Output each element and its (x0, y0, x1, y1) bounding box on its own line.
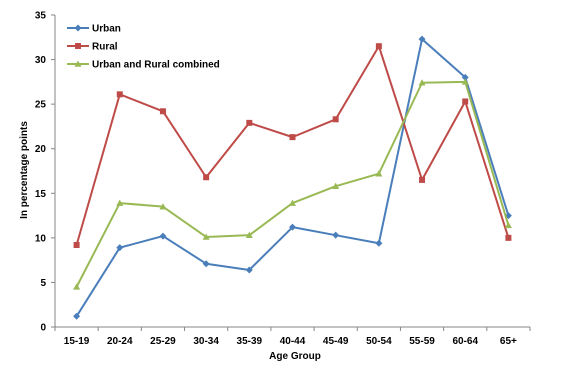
legend-item: Urban and Rural combined (67, 60, 220, 71)
legend-item: Urban (67, 24, 121, 35)
data-point (418, 35, 426, 43)
legend-label: Rural (92, 42, 118, 53)
data-point (332, 231, 340, 239)
series-urban (73, 35, 512, 320)
data-point (418, 79, 426, 86)
data-point (116, 244, 124, 252)
x-tick-label: 25-29 (150, 336, 176, 347)
y-tick-label: 10 (35, 233, 47, 244)
data-point (332, 182, 340, 189)
data-point (116, 199, 124, 206)
legend-marker (74, 24, 82, 32)
data-point (73, 241, 80, 248)
x-tick-label: 65+ (500, 336, 517, 347)
legend-marker (75, 43, 81, 49)
data-point (289, 134, 296, 141)
data-point (504, 221, 512, 229)
data-point (245, 231, 253, 238)
x-tick-label: 15-19 (64, 336, 90, 347)
x-tick-label: 50-54 (366, 336, 392, 347)
y-tick-label: 30 (35, 55, 47, 66)
data-point (202, 233, 210, 240)
data-point (462, 98, 469, 105)
x-tick-label: 35-39 (237, 336, 263, 347)
data-point (505, 234, 512, 241)
data-point (116, 91, 123, 98)
legend-marker (74, 60, 82, 67)
series-layer (73, 35, 512, 320)
series-rural (73, 43, 512, 248)
data-point (245, 266, 253, 274)
data-point (159, 232, 167, 240)
data-point (375, 170, 383, 177)
data-point (375, 239, 383, 247)
y-tick-label: 15 (35, 189, 47, 200)
y-axis-title: In percentage points (19, 121, 30, 219)
x-tick-label: 45-49 (323, 336, 349, 347)
series-line (75, 80, 510, 288)
x-tick-label: 20-24 (107, 336, 133, 347)
data-point (461, 78, 469, 85)
y-tick-label: 20 (35, 144, 47, 155)
x-tick-label: 55-59 (409, 336, 435, 347)
y-tick-label: 35 (35, 11, 47, 22)
legend-label: Urban (92, 24, 121, 35)
x-axis-title: Age Group (269, 351, 321, 362)
data-point (289, 199, 296, 206)
x-tick-label: 40-44 (280, 336, 306, 347)
x-axis: 15-19 20-24 25-29 30-34 35-39 40-44 45-49 50-54… (54, 326, 531, 347)
series-line (75, 45, 510, 246)
data-point (159, 203, 167, 210)
data-point (246, 119, 253, 126)
legend-label: Urban and Rural combined (92, 60, 220, 71)
x-tick-label: 30-34 (193, 336, 219, 347)
data-point (375, 43, 382, 50)
data-point (203, 174, 210, 181)
data-point (159, 108, 166, 115)
data-point (332, 116, 339, 123)
y-tick-label: 25 (35, 100, 47, 111)
x-tick-label: 60-64 (452, 336, 478, 347)
series-line (75, 38, 510, 317)
y-tick-label: 5 (40, 278, 46, 289)
y-axis: 0 5 10 15 20 25 30 35 (35, 11, 56, 334)
data-point (202, 260, 210, 268)
data-point (461, 73, 469, 81)
legend: Urban Rural Urban and Rural combined (67, 24, 220, 71)
data-point (73, 312, 81, 320)
y-tick-label: 0 (40, 323, 46, 334)
data-point (289, 223, 296, 231)
data-point (419, 176, 426, 183)
data-point (73, 283, 81, 290)
legend-item: Rural (67, 42, 118, 53)
series-urban-and-rural-combined (73, 78, 512, 290)
